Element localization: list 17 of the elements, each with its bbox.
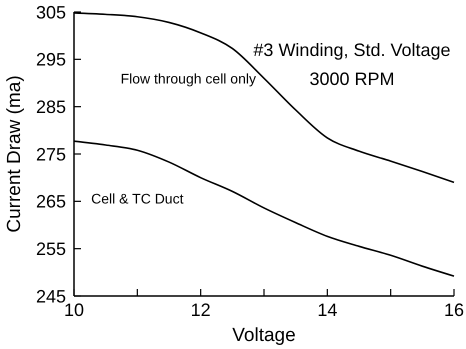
y-tick-label: 285 — [36, 96, 66, 117]
y-tick-label: 245 — [36, 286, 66, 306]
y-tick-label: 255 — [36, 238, 66, 259]
y-tick-label: 265 — [36, 192, 66, 212]
x-tick-label: 16 — [444, 300, 464, 320]
series-label: Cell & TC Duct — [91, 190, 184, 207]
x-tick-label: 12 — [190, 300, 211, 320]
y-axis-title: Current Draw (ma) — [4, 75, 25, 233]
text: #3 Winding, Std. Voltage — [253, 40, 451, 60]
x-tick-label: 14 — [317, 300, 338, 320]
x-axis-title: Voltage — [232, 325, 296, 346]
x-tick-label: 10 — [64, 300, 84, 320]
y-tick-label: 305 — [36, 2, 66, 22]
y-tick-label: 275 — [36, 144, 66, 164]
text: 3000 RPM — [309, 69, 395, 89]
y-tick-label: 295 — [36, 50, 66, 70]
series-label: Flow through cell only — [120, 70, 256, 86]
